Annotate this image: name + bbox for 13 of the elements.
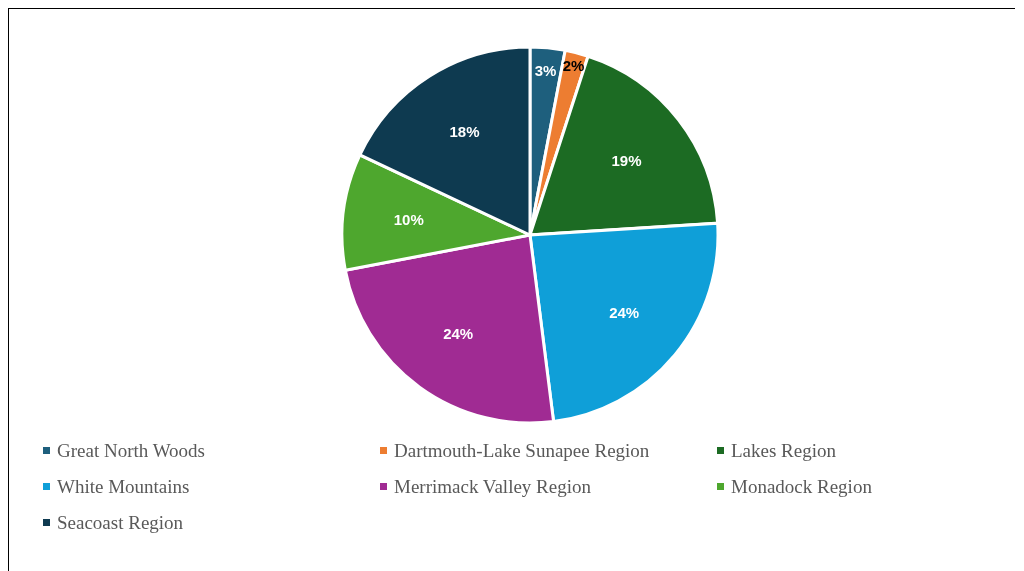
data-label: 18% (449, 123, 480, 141)
legend-label: Monadock Region (731, 475, 872, 498)
legend-label: Merrimack Valley Region (394, 475, 591, 498)
data-label: 3% (534, 61, 557, 79)
data-label: 10% (393, 211, 424, 229)
legend-label: Dartmouth-Lake Sunapee Region (394, 439, 650, 462)
legend-label: Lakes Region (731, 439, 837, 462)
legend-label: Great North Woods (57, 439, 205, 462)
legend-label: White Mountains (57, 475, 190, 498)
data-label: 24% (609, 304, 640, 322)
data-label: 19% (611, 151, 642, 169)
legend-label: Seacoast Region (57, 511, 184, 534)
data-label: 24% (443, 325, 474, 343)
